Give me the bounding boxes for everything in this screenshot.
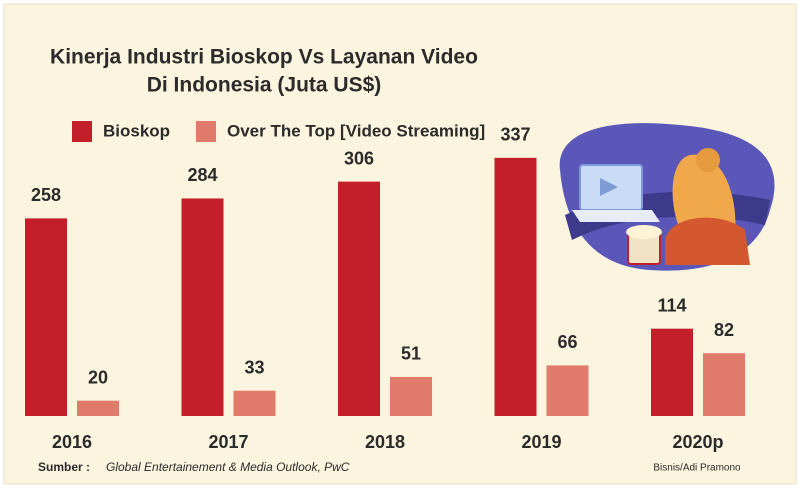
source-text: Global Entertainement & Media Outlook, P… — [106, 460, 350, 474]
data-label: 337 — [500, 125, 530, 145]
legend-swatch — [72, 121, 92, 142]
bar — [546, 365, 589, 416]
chart-title: Kinerja Industri Bioskop Vs Layanan Vide… — [50, 46, 478, 69]
bar — [338, 181, 380, 416]
bar — [651, 328, 693, 416]
x-tick-label: 2019 — [521, 432, 561, 452]
legend-label: Bioskop — [103, 121, 170, 140]
data-label: 82 — [714, 320, 734, 340]
legend-swatch — [196, 121, 216, 142]
x-tick-label: 2016 — [52, 432, 92, 452]
bar — [494, 157, 537, 416]
data-label: 33 — [244, 357, 264, 377]
x-tick-label: 2020p — [672, 432, 723, 452]
data-label: 284 — [187, 165, 217, 185]
legend-label: Over The Top [Video Streaming] — [227, 121, 485, 140]
illustration — [559, 123, 775, 271]
chart-title: Di Indonesia (Juta US$) — [147, 74, 382, 97]
data-label: 20 — [88, 367, 108, 387]
x-tick-label: 2017 — [208, 432, 248, 452]
bar — [703, 353, 745, 416]
x-tick-label: 2018 — [365, 432, 405, 452]
bar — [181, 198, 224, 416]
credit: Bisnis/Adi Pramono — [653, 463, 741, 474]
bar — [25, 218, 67, 416]
data-label: 114 — [657, 295, 686, 315]
source-label: Sumber : — [38, 460, 90, 474]
data-label: 51 — [401, 344, 421, 364]
bar — [233, 390, 276, 416]
bar — [77, 400, 119, 416]
bar — [390, 376, 432, 416]
data-label: 258 — [31, 185, 61, 205]
data-label: 66 — [557, 332, 577, 352]
data-label: 306 — [344, 148, 374, 168]
